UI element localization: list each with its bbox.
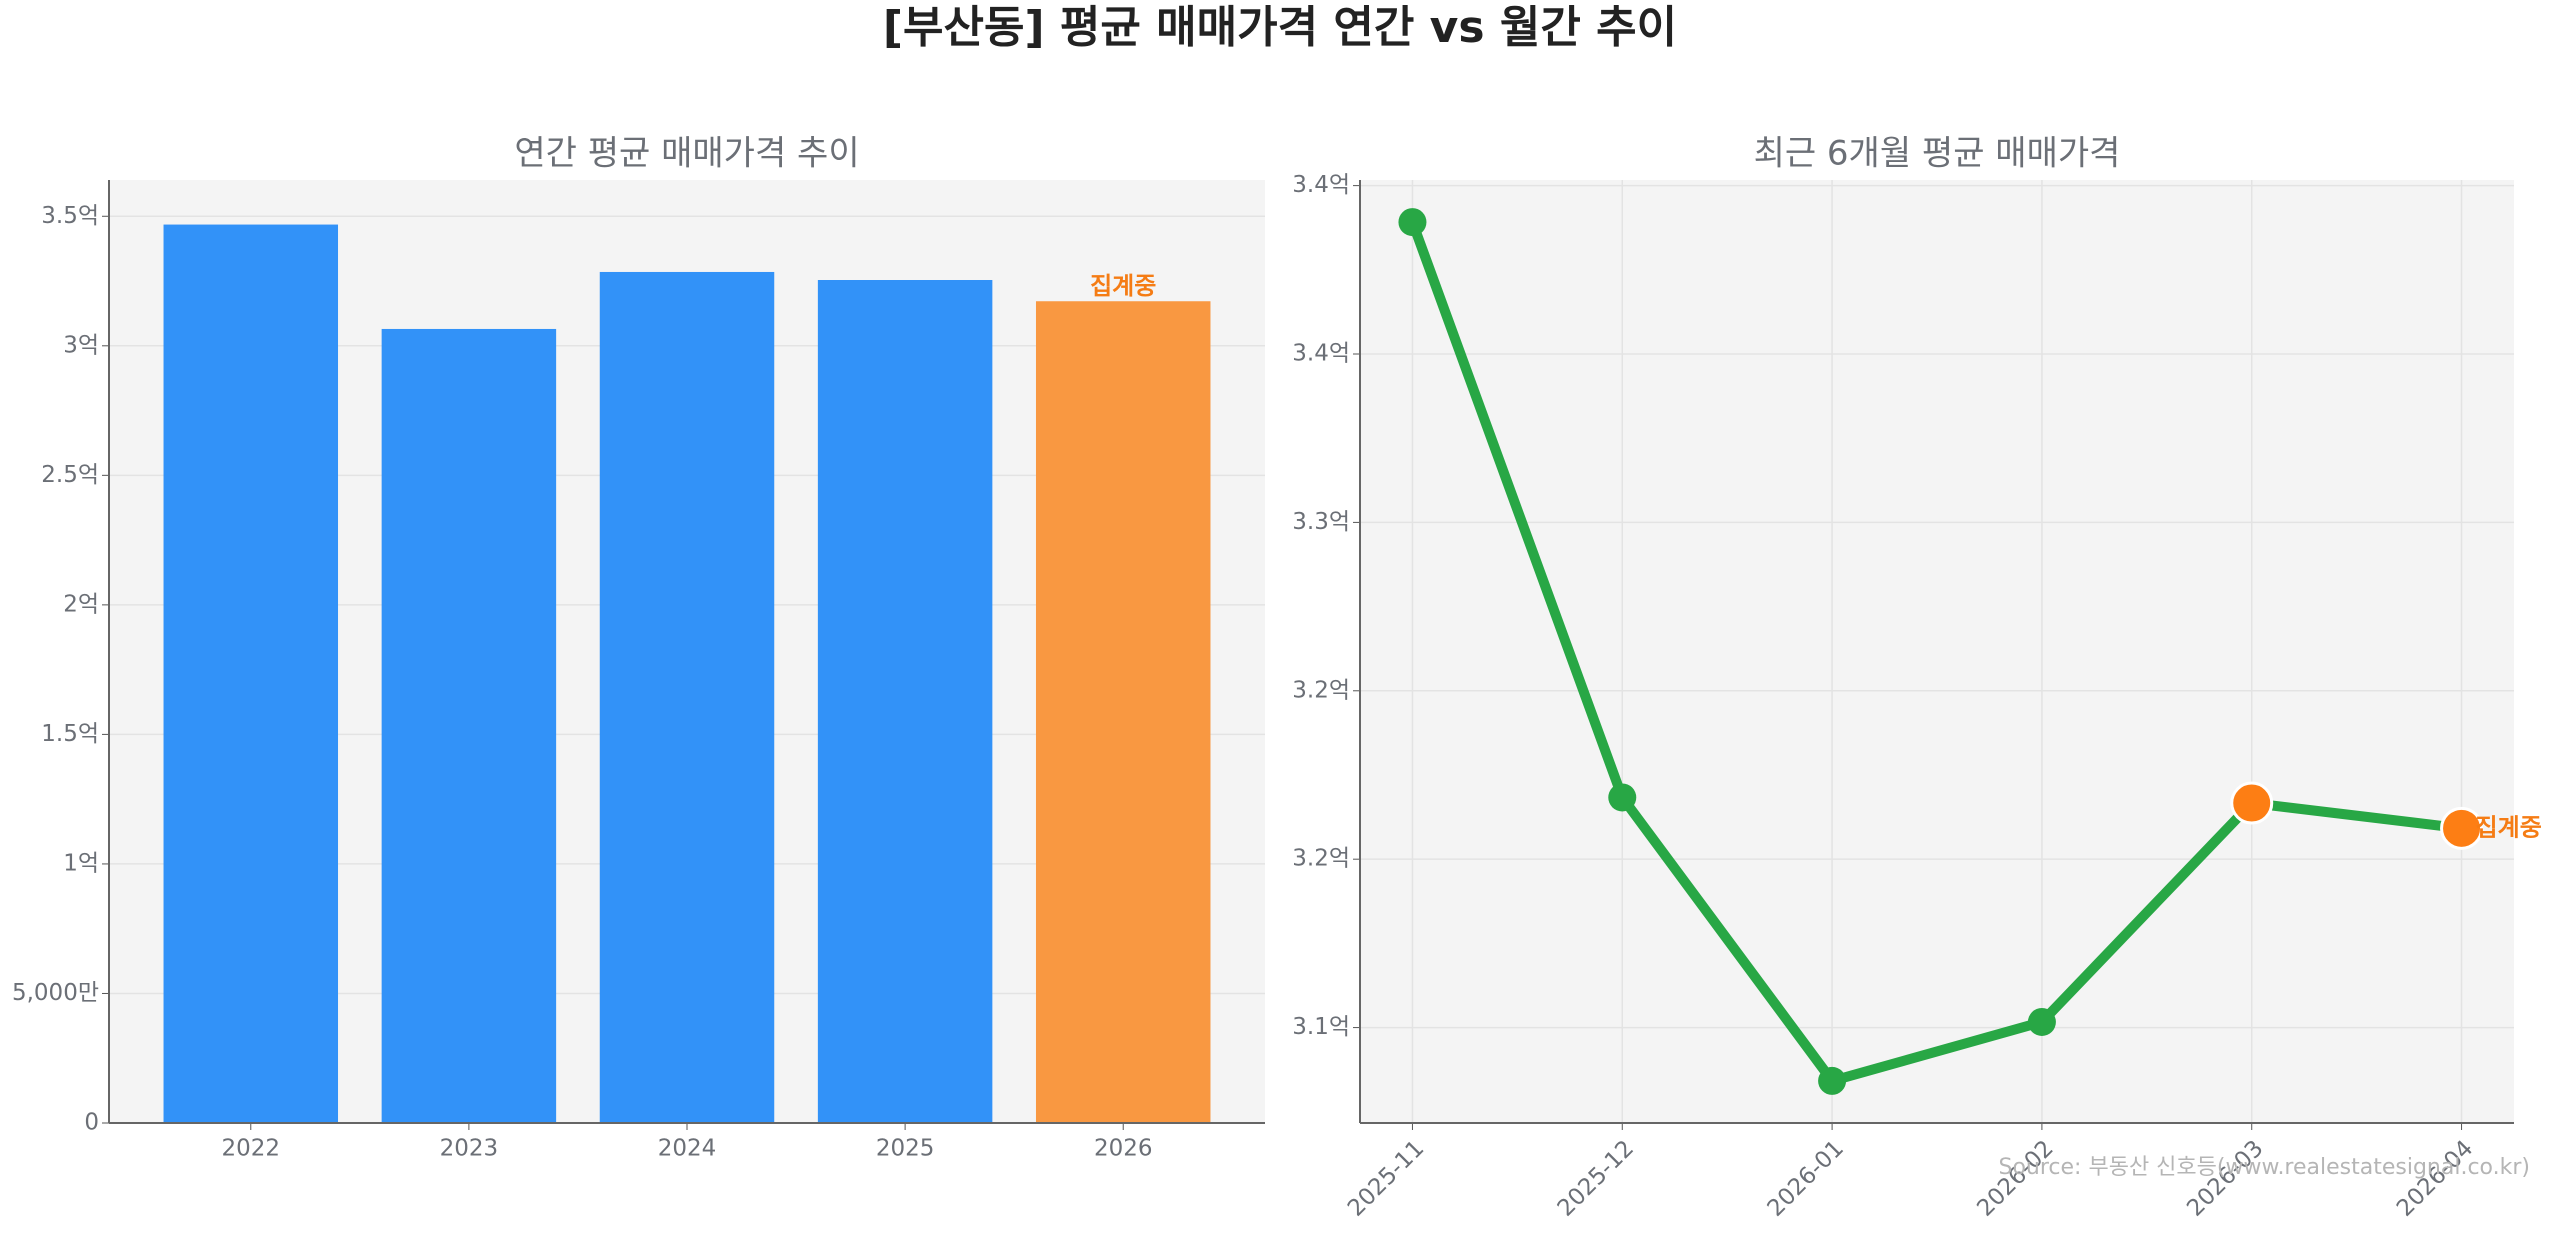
source: Source: 부동산 신호등(www.realestatesignal.co.… <box>1999 1155 2531 1180</box>
annotation: 집계중 <box>2476 813 2542 841</box>
x-tick-label: 2026 <box>1094 1136 1153 1162</box>
point <box>1818 1066 1847 1095</box>
subplot-title: 최근 6개월 평균 매매가격 <box>1754 134 2121 174</box>
y-tick-label: 3억 <box>63 332 99 358</box>
subplot-title: 연간 평균 매매가격 추이 <box>514 134 859 174</box>
point <box>2027 1007 2056 1036</box>
annotation: 집계중 <box>1090 272 1156 300</box>
y-tick-label: 3.4억 <box>1292 341 1350 367</box>
y-tick-label: 3.1억 <box>1292 1014 1350 1040</box>
bar <box>1035 301 1211 1123</box>
chart-title: [부산동] 평균 매매가격 연간 vs 월간 추이 <box>883 2 1677 53</box>
point <box>1608 783 1637 812</box>
plot-area <box>1360 180 2514 1123</box>
x-tick-label: 2025-12 <box>1553 1135 1639 1221</box>
point <box>2230 781 2274 825</box>
x-tick-label: 2022 <box>222 1136 281 1162</box>
y-tick-label: 3.2억 <box>1292 846 1350 872</box>
y-tick-label: 0 <box>84 1110 99 1136</box>
bar <box>599 271 775 1124</box>
y-tick-label: 5,000만 <box>12 980 99 1006</box>
x-tick-label: 2025 <box>876 1136 935 1162</box>
bar <box>817 279 993 1123</box>
x-tick-label: 2023 <box>440 1136 499 1162</box>
y-tick-label: 3.3억 <box>1292 509 1350 535</box>
y-tick-label: 1억 <box>63 850 99 876</box>
y-tick-label: 2.5억 <box>41 462 99 488</box>
y-tick-label: 3.4억 <box>1292 172 1350 198</box>
y-tick-label: 2억 <box>63 591 99 617</box>
point <box>2440 806 2484 850</box>
y-tick-label: 1.5억 <box>41 721 99 747</box>
x-tick-label: 2025-11 <box>1343 1135 1429 1221</box>
x-tick-label: 2026-01 <box>1763 1135 1849 1221</box>
y-tick-label: 3.5억 <box>41 203 99 229</box>
y-tick-label: 3.2억 <box>1292 677 1350 703</box>
line <box>1407 220 2463 1086</box>
x-tick-label: 2024 <box>658 1136 717 1162</box>
point <box>1398 208 1427 237</box>
bar <box>163 224 339 1124</box>
bar <box>381 328 557 1124</box>
